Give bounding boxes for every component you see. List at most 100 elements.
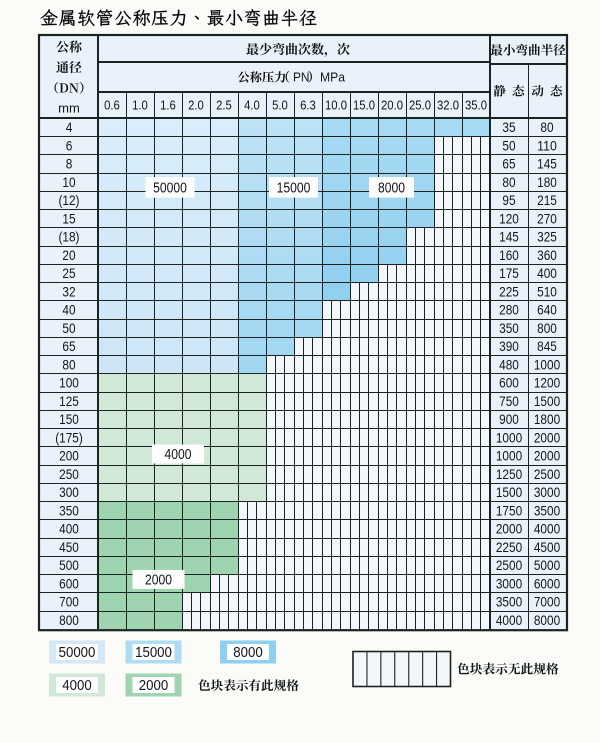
svg-text:6000: 6000 (534, 576, 561, 591)
svg-text:50: 50 (502, 138, 516, 153)
svg-text:8000: 8000 (534, 613, 561, 628)
svg-text:0.6: 0.6 (104, 98, 120, 113)
svg-text:145: 145 (499, 230, 519, 245)
svg-text:15.0: 15.0 (353, 98, 375, 113)
svg-text:65: 65 (62, 339, 75, 354)
svg-text:2.0: 2.0 (188, 98, 204, 113)
svg-text:500: 500 (59, 558, 79, 573)
svg-text:35: 35 (502, 120, 515, 135)
svg-text:PN: PN (293, 71, 310, 85)
svg-text:10: 10 (62, 175, 76, 190)
svg-text:7000: 7000 (534, 595, 561, 610)
svg-text:215: 215 (537, 193, 557, 208)
svg-text:2000: 2000 (534, 430, 561, 445)
svg-text:125: 125 (59, 394, 79, 409)
svg-text:1.0: 1.0 (132, 98, 148, 113)
svg-text:MPa: MPa (320, 71, 345, 85)
svg-text:32: 32 (62, 284, 75, 299)
svg-text:1250: 1250 (496, 467, 523, 482)
svg-text:1000: 1000 (496, 449, 523, 464)
svg-text:3500: 3500 (534, 503, 561, 518)
svg-text:4.0: 4.0 (244, 98, 260, 113)
svg-text:2000: 2000 (534, 449, 561, 464)
svg-text:145: 145 (537, 157, 557, 172)
svg-text:40: 40 (62, 303, 76, 318)
svg-text:390: 390 (499, 339, 519, 354)
svg-text:4000: 4000 (534, 522, 561, 537)
svg-text:2500: 2500 (496, 558, 523, 573)
svg-text:5.0: 5.0 (272, 98, 288, 113)
svg-text:mm: mm (58, 101, 80, 116)
svg-text:5000: 5000 (534, 558, 561, 573)
svg-text:15000: 15000 (135, 644, 172, 661)
svg-text:2500: 2500 (534, 467, 561, 482)
svg-text:1.6: 1.6 (160, 98, 176, 113)
svg-text:480: 480 (499, 357, 519, 372)
svg-text:8000: 8000 (233, 644, 262, 661)
svg-text:600: 600 (499, 376, 519, 391)
svg-text:270: 270 (537, 211, 557, 226)
svg-text:4: 4 (66, 120, 73, 135)
svg-text:150: 150 (59, 412, 79, 427)
svg-text:300: 300 (59, 485, 79, 500)
svg-text:510: 510 (537, 284, 557, 299)
svg-text:1200: 1200 (534, 376, 561, 391)
svg-text:750: 750 (499, 394, 519, 409)
svg-text:160: 160 (499, 248, 519, 263)
svg-text:325: 325 (537, 230, 557, 245)
svg-text:175: 175 (499, 266, 519, 281)
svg-text:1500: 1500 (534, 394, 561, 409)
svg-text:120: 120 (499, 211, 519, 226)
svg-text:4000: 4000 (165, 446, 192, 463)
svg-text:20.0: 20.0 (381, 98, 403, 113)
svg-text:200: 200 (59, 449, 79, 464)
svg-text:845: 845 (537, 339, 557, 354)
svg-text:6.3: 6.3 (300, 98, 316, 113)
svg-text:400: 400 (537, 266, 557, 281)
svg-text:800: 800 (537, 321, 557, 336)
svg-text:1000: 1000 (534, 357, 561, 372)
svg-text:2000: 2000 (145, 572, 172, 589)
svg-text:1000: 1000 (496, 430, 523, 445)
svg-text:8000: 8000 (378, 180, 405, 197)
svg-text:110: 110 (537, 138, 557, 153)
svg-text:95: 95 (502, 193, 515, 208)
svg-text:2000: 2000 (139, 677, 168, 694)
svg-text:10.0: 10.0 (325, 98, 347, 113)
svg-text:2.5: 2.5 (216, 98, 232, 113)
svg-text:450: 450 (59, 540, 79, 555)
svg-text:4500: 4500 (534, 540, 561, 555)
svg-text:(12): (12) (59, 193, 80, 208)
svg-text:80: 80 (502, 175, 516, 190)
svg-text:4000: 4000 (62, 677, 91, 694)
svg-text:1800: 1800 (534, 412, 561, 427)
svg-text:4000: 4000 (496, 613, 523, 628)
svg-text:280: 280 (499, 303, 519, 318)
svg-text:(175): (175) (55, 430, 83, 445)
svg-text:350: 350 (59, 503, 79, 518)
svg-text:2000: 2000 (496, 522, 523, 537)
svg-text:800: 800 (59, 613, 79, 628)
svg-text:400: 400 (59, 522, 79, 537)
svg-text:600: 600 (59, 576, 79, 591)
svg-text:900: 900 (499, 412, 519, 427)
svg-text:50000: 50000 (153, 180, 187, 197)
svg-text:50: 50 (62, 321, 76, 336)
svg-text:80: 80 (62, 357, 76, 372)
svg-text:1500: 1500 (496, 485, 523, 500)
svg-text:3000: 3000 (534, 485, 561, 500)
svg-text:700: 700 (59, 595, 79, 610)
svg-text:250: 250 (59, 467, 79, 482)
svg-text:35.0: 35.0 (465, 98, 487, 113)
svg-text:20: 20 (62, 248, 76, 263)
svg-text:32.0: 32.0 (437, 98, 459, 113)
svg-text:6: 6 (66, 138, 73, 153)
svg-text:180: 180 (537, 175, 557, 190)
svg-text:25.0: 25.0 (409, 98, 431, 113)
svg-text:1750: 1750 (496, 503, 523, 518)
svg-text:8: 8 (66, 157, 73, 172)
svg-text:360: 360 (537, 248, 557, 263)
svg-text:(18): (18) (59, 230, 80, 245)
svg-text:15: 15 (62, 211, 75, 226)
svg-text:3500: 3500 (496, 595, 523, 610)
